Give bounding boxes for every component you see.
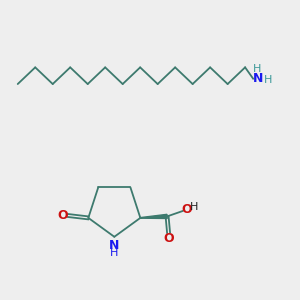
Text: H: H (264, 75, 272, 85)
Text: H: H (190, 202, 198, 212)
Text: H: H (110, 248, 118, 258)
Polygon shape (140, 214, 167, 218)
Text: N: N (253, 72, 264, 85)
Text: O: O (182, 203, 192, 216)
Text: O: O (58, 209, 68, 222)
Text: N: N (109, 239, 119, 252)
Text: H: H (253, 64, 261, 74)
Text: O: O (163, 232, 174, 245)
